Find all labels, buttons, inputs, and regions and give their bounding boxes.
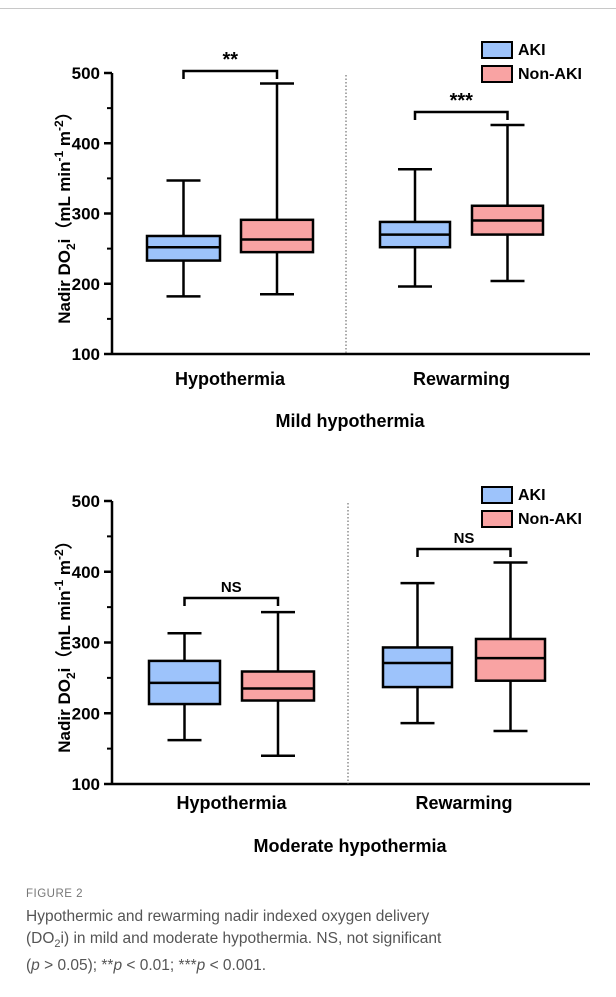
y-tick-label: 200 — [72, 275, 100, 294]
caption-line-2-post: i) in mild and moderate hypothermia. NS,… — [60, 930, 442, 947]
x-category-label: Hypothermia — [176, 793, 287, 813]
figure-caption: FIGURE 2 Hypothermic and rewarming nadir… — [26, 888, 596, 977]
y-axis-label: Nadir DO2i（mL min-1 m-2） — [52, 532, 78, 752]
y-tick-label: 100 — [72, 345, 100, 364]
caption-line-2-pre: (DO — [26, 930, 55, 947]
caption-line-2: (DO2i) in mild and moderate hypothermia.… — [26, 930, 442, 951]
y-tick-label: 100 — [72, 775, 100, 794]
box-non-aki-rewarming — [474, 637, 547, 682]
caption-label: FIGURE 2 — [26, 888, 84, 900]
x-category-label: Rewarming — [413, 369, 510, 389]
legend-label: Non-AKI — [518, 66, 582, 83]
box-aki-rewarming — [381, 646, 454, 689]
significance-bracket — [413, 110, 509, 120]
panel-title: Moderate hypothermia — [253, 836, 447, 856]
significance-label: ** — [222, 49, 238, 71]
chart-panel-mild: 100 200 300 400 500 Nadir DO2i（mL min-1 m-2） H… — [52, 41, 590, 431]
significance-label: *** — [450, 90, 474, 112]
box-non-aki-hypothermia — [240, 670, 316, 702]
y-tick-label: 400 — [72, 134, 100, 153]
legend-swatch-aki — [481, 41, 513, 59]
panel-title: Mild hypothermia — [275, 411, 425, 431]
significance-label: NS — [221, 579, 242, 596]
y-tick-label: 300 — [72, 634, 100, 653]
caption-line-3: (p > 0.05); **p < 0.01; ***p < 0.001. — [26, 957, 267, 975]
legend-swatch-aki — [481, 486, 513, 504]
caption-text: Hypothermic and rewarming nadir indexed … — [26, 906, 596, 977]
y-tick-label: 300 — [72, 205, 100, 224]
y-tick-label: 200 — [72, 704, 100, 723]
significance-label: NS — [454, 530, 475, 547]
legend-label: Non-AKI — [518, 511, 582, 528]
top-divider — [0, 8, 616, 9]
significance-bracket — [183, 596, 280, 606]
box-non-aki-hypothermia — [239, 218, 315, 254]
x-category-label: Rewarming — [415, 793, 512, 813]
legend-swatch-non-aki — [481, 65, 513, 83]
significance-bracket — [416, 547, 512, 557]
legend-label: AKI — [518, 42, 546, 59]
chart-panel-moderate: 100 200 300 400 500 Nadir DO2i（mL min-1 m-2） H… — [52, 486, 590, 856]
y-tick-label: 400 — [72, 563, 100, 582]
x-category-label: Hypothermia — [175, 369, 286, 389]
y-axis-label: Nadir DO2i（mL min-1 m-2） — [52, 103, 78, 323]
box-plot-charts: 100 200 300 400 500 Nadir DO2i（mL min-1 m-2） H… — [52, 41, 590, 856]
legend-swatch-non-aki — [481, 510, 513, 528]
significance-bracket — [182, 69, 279, 79]
y-tick-label: 500 — [72, 492, 100, 511]
legend-label: AKI — [518, 487, 546, 504]
caption-line-1: Hypothermic and rewarming nadir indexed … — [26, 908, 430, 925]
y-tick-label: 500 — [72, 64, 100, 83]
